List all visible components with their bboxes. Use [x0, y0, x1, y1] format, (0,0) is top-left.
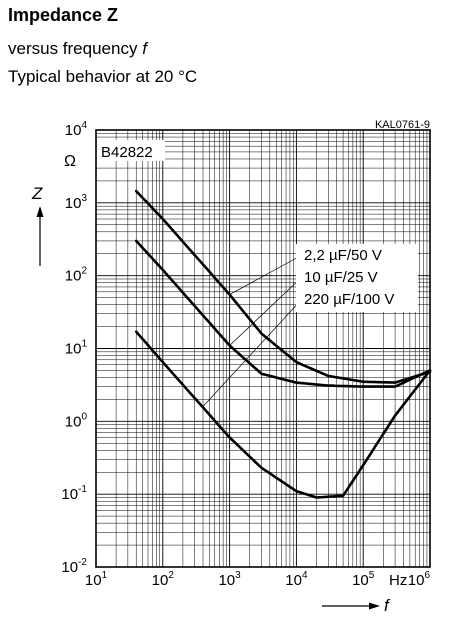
- y-tick-label: 103: [65, 193, 88, 212]
- y-tick-label: 101: [65, 339, 88, 358]
- subtitle-variable: f: [142, 39, 147, 58]
- subtitle-prefix: versus frequency: [8, 39, 138, 58]
- legend-leader-lines: [202, 254, 303, 407]
- y-axis-unit: Ω: [64, 153, 76, 170]
- series-2-2-f-50-v: [134, 189, 432, 384]
- y-axis-label: Z: [31, 184, 43, 203]
- grid: [95, 130, 430, 568]
- curves: [134, 189, 432, 499]
- legend-label-10-f-25-v: 10 µF/25 V: [304, 269, 378, 286]
- x-tick-label: 106: [408, 570, 431, 589]
- chart-subtitle-conditions: Typical behavior at 20 °C: [8, 67, 198, 86]
- legend-leader: [202, 298, 303, 407]
- figure-code: KAL0761-9: [375, 119, 430, 131]
- x-axis-arrow: [322, 602, 380, 610]
- x-axis-label: f: [384, 596, 391, 615]
- y-tick-label: 104: [65, 120, 88, 139]
- x-tick-label: 101: [85, 570, 108, 589]
- part-label: B42822: [101, 144, 153, 161]
- series-220-f-100-v: [134, 330, 432, 499]
- y-tick-label: 102: [65, 266, 88, 285]
- x-tick-label: 103: [218, 570, 241, 589]
- x-tick-label: 102: [152, 570, 175, 589]
- chart-title: Impedance Z: [8, 5, 119, 25]
- y-tick-label: 100: [65, 411, 88, 430]
- legend-label-220-f-100-v: 220 µF/100 V: [304, 291, 394, 308]
- y-axis-arrow: [36, 206, 44, 266]
- part-label-box: [97, 140, 165, 161]
- x-tick-label: 104: [285, 570, 308, 589]
- y-tick-label: 10-1: [61, 484, 87, 503]
- legend-leader: [229, 276, 303, 346]
- legend-leader: [229, 254, 303, 295]
- x-axis-unit: Hz: [389, 572, 407, 589]
- series-10-f-25-v: [134, 239, 432, 388]
- y-tick-label: 10-2: [61, 557, 87, 576]
- legend: 2,2 µF/50 V 10 µF/25 V 220 µF/100 V: [304, 247, 394, 308]
- x-tick-label: 105: [352, 570, 375, 589]
- chart-subtitle: versus frequency f: [8, 39, 147, 59]
- plot-frame: [95, 129, 431, 568]
- legend-label-2-2-f-50-v: 2,2 µF/50 V: [304, 247, 382, 264]
- tick-labels: 101 102 103 104 105 106 10-2 10-1 100 101 102 103 10…: [61, 120, 430, 589]
- legend-box: [296, 244, 418, 312]
